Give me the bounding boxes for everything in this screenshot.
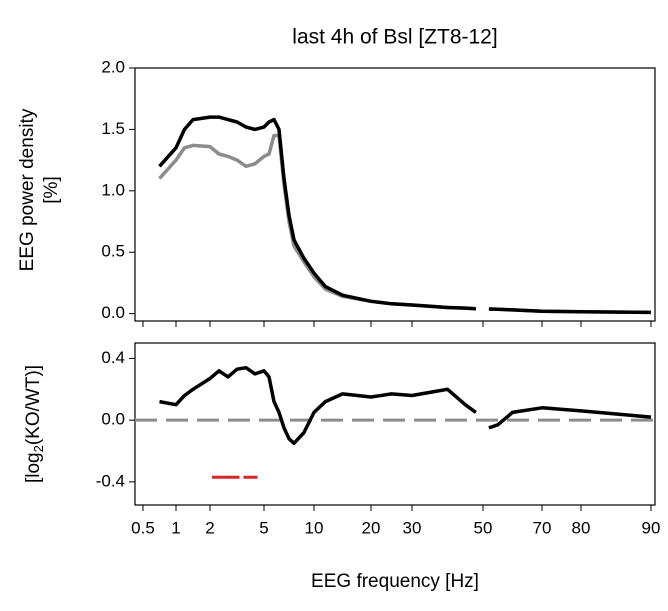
x-tick-label: 90 [642,518,661,537]
significance-marker [221,475,226,479]
y-tick-label: 0.0 [101,303,125,322]
x-tick-label: 80 [572,518,591,537]
y-tick-label: -0.4 [96,471,125,490]
y-tick-label: 1.5 [101,119,125,138]
significance-marker [234,475,240,479]
significance-marker [248,475,253,479]
plot-frame [134,342,656,506]
x-tick-label: 20 [362,518,381,537]
data-line [158,115,652,315]
x-tick-label: 50 [474,518,493,537]
plot-frame [134,67,656,322]
y-label: [%] [41,176,62,203]
x-tick-label: 0.5 [131,518,155,537]
y-label: EEG power density [17,108,38,271]
x-label: EEG frequency [Hz] [311,571,479,592]
significance-marker [225,475,231,479]
x-tick-label: 10 [305,518,324,537]
x-tick-label: 30 [403,518,422,537]
significance-marker [216,475,222,479]
x-tick-label: 70 [533,518,552,537]
y-tick-label: 0.0 [101,410,125,429]
significance-marker [243,475,249,479]
significance-marker [252,475,258,479]
significance-marker [230,475,235,479]
x-tick-label: 1 [171,518,180,537]
chart-title: last 4h of Bsl [ZT8-12] [292,26,497,49]
significance-marker [212,475,217,479]
y-label-subscript: 2 [31,445,46,452]
y-tick-label: 0.4 [101,348,125,367]
x-tick-label: 5 [259,518,268,537]
y-tick-label: 2.0 [101,57,125,76]
y-tick-label: 0.5 [101,242,125,261]
y-tick-label: 1.0 [101,180,125,199]
y-label: [log2(KO/WT)] [23,365,46,483]
y-label-part: (KO/WT)] [23,365,44,445]
y-label-part: [log [23,452,44,483]
data-line [159,365,652,446]
x-tick-label: 2 [205,518,214,537]
data-line [158,133,652,315]
